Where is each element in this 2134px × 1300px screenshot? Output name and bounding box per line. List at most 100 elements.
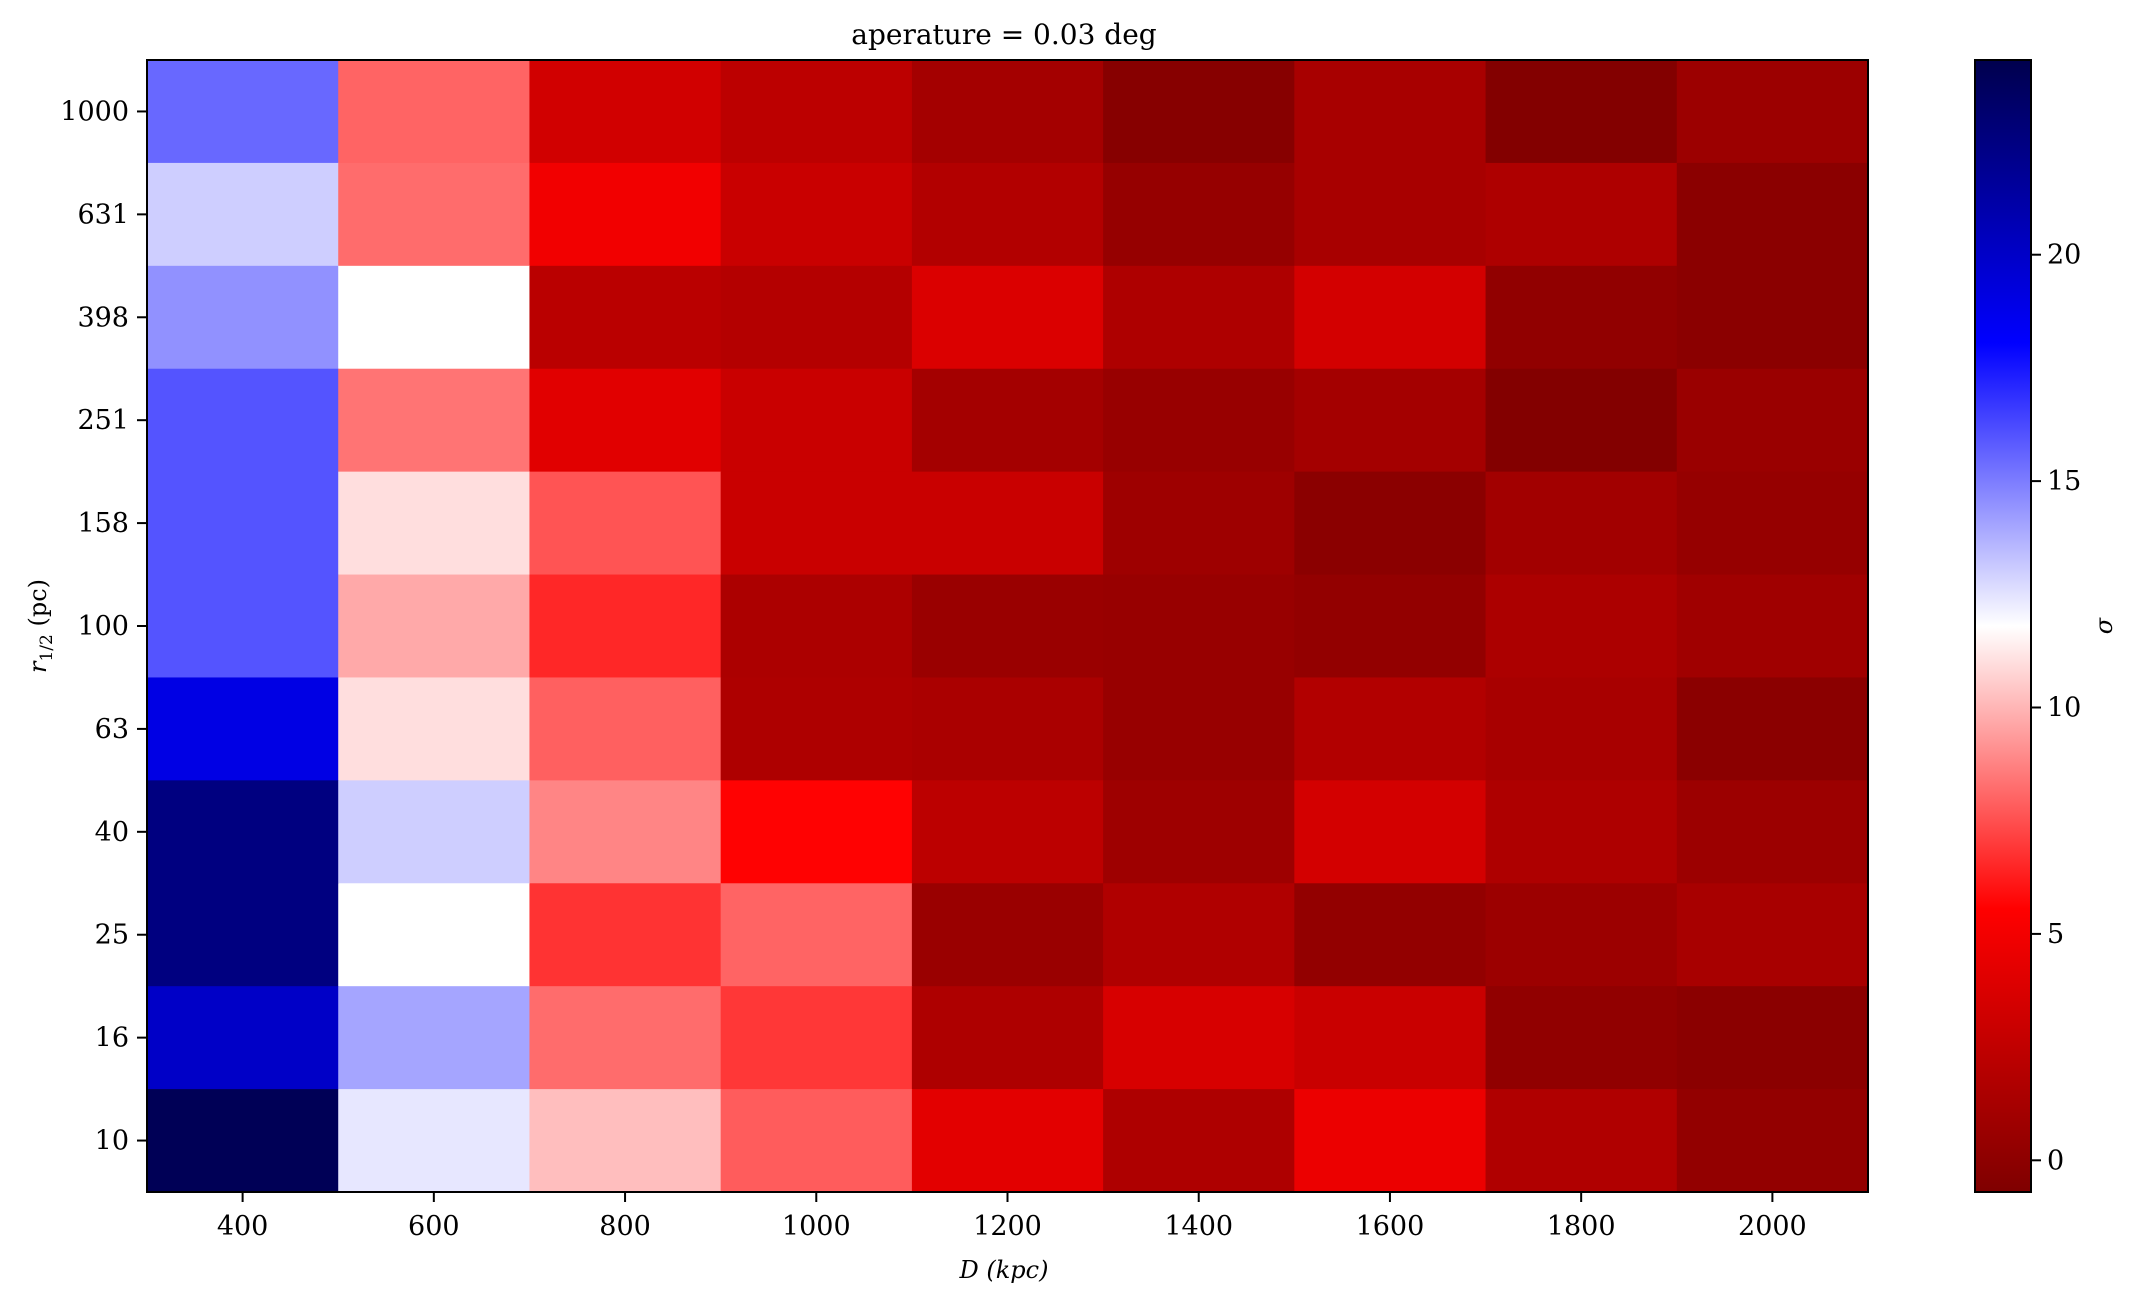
- svg-text:r1/2 (pc): r1/2 (pc): [24, 579, 57, 673]
- heatmap-cell: [338, 1089, 531, 1193]
- heatmap-cell: [1294, 368, 1487, 473]
- colorbar-label: σ: [2090, 617, 2118, 634]
- y-axis-label-unit: (pc): [24, 579, 52, 634]
- x-tick-label: 1600: [1356, 1211, 1425, 1242]
- y-tick-label: 1000: [60, 96, 129, 127]
- heatmap-cell: [1676, 1089, 1869, 1193]
- heatmap-cell: [529, 986, 722, 1090]
- heatmap-cell: [338, 986, 531, 1090]
- heatmap-cell: [1103, 471, 1295, 576]
- heatmap-cell: [147, 574, 339, 679]
- x-tick-label: 800: [599, 1211, 651, 1242]
- heatmap-cell: [1294, 780, 1487, 884]
- heatmap-cell: [338, 471, 531, 576]
- heatmap-cell: [911, 780, 1104, 884]
- y-tick-label: 251: [77, 405, 129, 436]
- heatmap-cell: [720, 162, 913, 267]
- heatmap-cell: [911, 162, 1104, 267]
- heatmap-cell: [911, 60, 1104, 164]
- colorbar-tick-label: 20: [2047, 240, 2081, 271]
- heatmap-cell: [1103, 677, 1295, 781]
- heatmap-cell: [1485, 574, 1678, 679]
- heatmap-cell: [1485, 986, 1678, 1090]
- heatmap-cell: [1485, 60, 1678, 164]
- heatmap-cell: [1676, 883, 1869, 987]
- heatmap-cell: [911, 574, 1104, 679]
- x-tick-label: 1800: [1547, 1211, 1616, 1242]
- heatmap-cell: [1676, 574, 1869, 679]
- x-tick-label: 1000: [782, 1211, 851, 1242]
- heatmap-cell: [147, 986, 339, 1090]
- heatmap-cell: [1676, 677, 1869, 781]
- heatmap-cell: [147, 780, 339, 884]
- heatmap-cell: [529, 60, 722, 164]
- heatmap-cell: [529, 1089, 722, 1193]
- heatmap-cell: [911, 677, 1104, 781]
- heatmap-cell: [1103, 265, 1295, 370]
- heatmap-cell: [1103, 574, 1295, 679]
- heatmap-cell: [338, 574, 531, 679]
- heatmap-cell: [1103, 780, 1295, 884]
- heatmap-cell: [147, 265, 339, 370]
- heatmap-cell: [1485, 368, 1678, 473]
- heatmap-cell: [1294, 883, 1487, 987]
- heatmap-cell: [720, 574, 913, 679]
- heatmap-cell: [338, 677, 531, 781]
- colorbar-tick-label: 15: [2047, 466, 2081, 497]
- heatmap-cell: [911, 265, 1104, 370]
- x-tick-label: 1200: [973, 1211, 1042, 1242]
- heatmap-cell: [147, 1089, 339, 1193]
- x-axis-label: D (kpc): [959, 1256, 1049, 1284]
- colorbar-tick-label: 5: [2047, 919, 2064, 950]
- heatmap-cell: [1676, 986, 1869, 1090]
- heatmap-cell: [911, 368, 1104, 473]
- y-tick-label: 398: [77, 302, 129, 333]
- y-axis-label-subscript: 1/2: [37, 634, 57, 661]
- heatmap-cell: [1103, 368, 1295, 473]
- heatmap-cell: [720, 368, 913, 473]
- heatmap-cell: [1485, 677, 1678, 781]
- x-tick-label: 600: [408, 1211, 460, 1242]
- colorbar: [1974, 59, 2032, 1193]
- heatmap-cell: [338, 60, 531, 164]
- heatmap-cell: [529, 162, 722, 267]
- chart-title: aperature = 0.03 deg: [851, 18, 1157, 51]
- colorbar-tick-label: 10: [2047, 693, 2081, 724]
- heatmap-cell: [147, 883, 339, 987]
- heatmap-cell: [147, 368, 339, 473]
- x-axis: 400 600 800 1000 1200 1400 1600 1800 2000: [217, 1192, 1807, 1242]
- y-tick-label: 16: [95, 1023, 129, 1054]
- y-axis-label-main: r: [24, 660, 52, 673]
- heatmap-cell: [1103, 162, 1295, 267]
- heatmap-cell: [720, 1089, 913, 1193]
- heatmap-cell: [1294, 265, 1487, 370]
- heatmap-cell: [529, 883, 722, 987]
- y-tick-label: 63: [95, 714, 129, 745]
- heatmap-cell: [147, 677, 339, 781]
- heatmap-cell: [1103, 883, 1295, 987]
- heatmap-cell: [1676, 780, 1869, 884]
- heatmap-cell: [1676, 265, 1869, 370]
- heatmap-cell: [529, 780, 722, 884]
- heatmap-cell: [1676, 368, 1869, 473]
- heatmap-cell: [338, 883, 531, 987]
- heatmap-cell: [147, 60, 339, 164]
- heatmap-cell: [720, 265, 913, 370]
- heatmap-cell: [1676, 162, 1869, 267]
- x-tick-label: 1400: [1164, 1211, 1233, 1242]
- x-tick-label: 400: [217, 1211, 269, 1242]
- heatmap-cell: [529, 677, 722, 781]
- heatmap-cell: [147, 162, 339, 267]
- heatmap-cell: [911, 471, 1104, 576]
- heatmap-cell: [1485, 780, 1678, 884]
- heatmap-cell: [1485, 471, 1678, 576]
- heatmap-cell: [1485, 162, 1678, 267]
- heatmap-cell: [529, 471, 722, 576]
- heatmap-cell: [1294, 1089, 1487, 1193]
- heatmap-cell: [529, 574, 722, 679]
- y-tick-label: 631: [77, 199, 129, 230]
- heatmap-cell: [911, 1089, 1104, 1193]
- heatmap-cells: [147, 60, 1869, 1193]
- colorbar-tick-label: 0: [2047, 1145, 2064, 1176]
